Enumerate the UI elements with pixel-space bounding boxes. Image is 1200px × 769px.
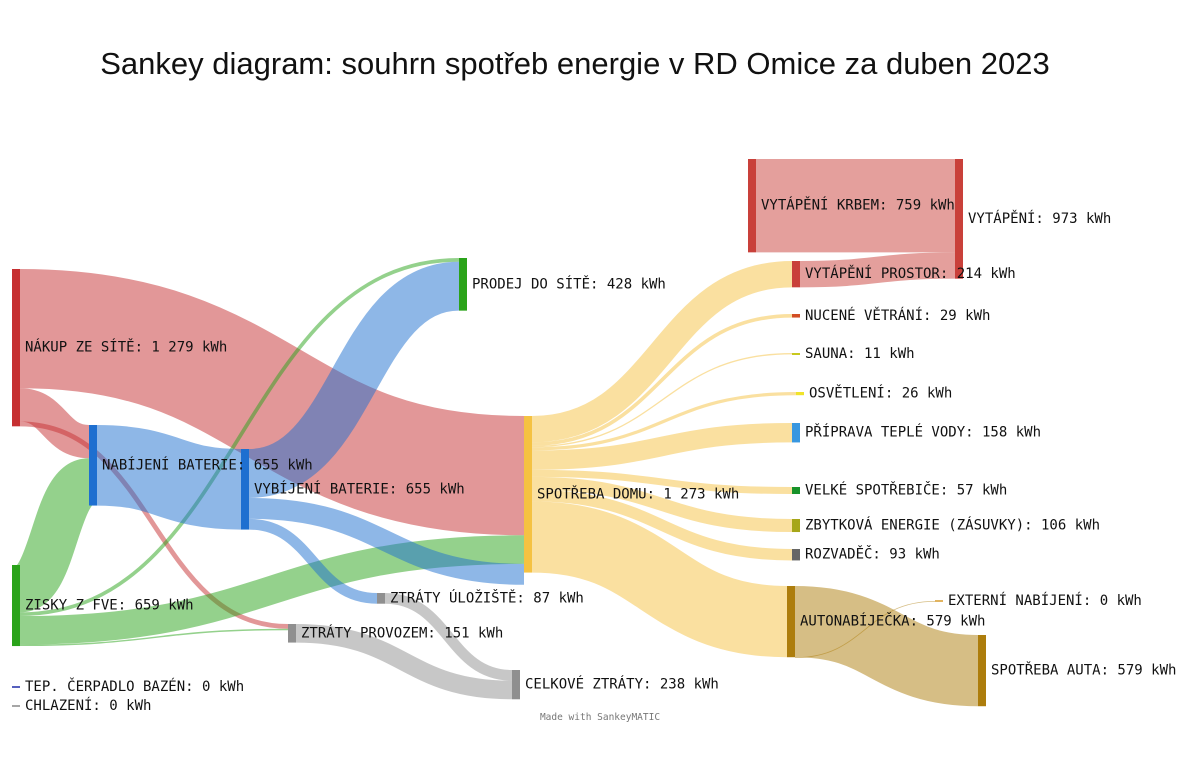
label-chlazeni: CHLAZENÍ: 0 kWh [25, 697, 151, 714]
label-vetrani: NUCENÉ VĚTRÁNÍ: 29 kWh [805, 307, 990, 324]
link-nakup-ztraty_prov [19, 421, 289, 629]
label-prodej: PRODEJ DO SÍTĚ: 428 kWh [472, 275, 666, 292]
link-nakup-spotreba_domu [19, 269, 525, 536]
link-vyt_prostor-vytapeni [799, 252, 956, 288]
link-fve-nabijeni [12, 458, 97, 613]
label-nabijeni: NABÍJENÍ BATERIE: 655 kWh [102, 456, 313, 473]
label-autonabijecka: AUTONABÍJEČKA: 579 kWh [800, 612, 985, 630]
diagram-title: Sankey diagram: souhrn spotřeb energie v… [100, 46, 1050, 81]
node-zasuvky [792, 519, 800, 533]
label-nakup: NÁKUP ZE SÍTĚ: 1 279 kWh [25, 339, 227, 356]
label-rozvadec: ROZVADĚČ: 93 kWh [805, 545, 940, 563]
link-spotreba_domu-spotrebice [531, 469, 793, 495]
node-spotreba_domu [524, 416, 532, 573]
label-vybijeni: VYBÍJENÍ BATERIE: 655 kWh [254, 480, 465, 497]
node-rozvadec [792, 549, 800, 561]
credit-text: Made with SankeyMATIC [540, 712, 660, 723]
link-spotreba_domu-osvetleni [531, 392, 797, 451]
node-autonabijecka [787, 586, 795, 658]
link-autonabijecka-spotreba_auta [794, 586, 979, 707]
node-tepla_voda [792, 423, 800, 443]
link-spotreba_domu-autonabijecka [531, 501, 788, 658]
label-vyt_krbem: VYTÁPĚNÍ KRBEM: 759 kWh [761, 197, 955, 214]
link-ztraty_ulo-celkove_ztraty [384, 593, 513, 681]
label-celkove_ztraty: CELKOVÉ ZTRÁTY: 238 kWh [525, 676, 719, 693]
link-spotreba_domu-vyt_prostor [531, 261, 793, 443]
label-vytapeni: VYTÁPĚNÍ: 973 kWh [968, 210, 1111, 227]
node-spotreba_auta [978, 635, 986, 707]
nodes-layer [12, 159, 986, 707]
label-zasuvky: ZBYTKOVÁ ENERGIE (ZÁSUVKY): 106 kWh [805, 517, 1100, 534]
label-ztraty_ulo: ZTRÁTY ÚLOŽIŠTĚ: 87 kWh [390, 588, 584, 606]
label-ztraty_prov: ZTRÁTY PROVOZEM: 151 kWh [301, 624, 503, 641]
link-spotreba_domu-tepla_voda [531, 423, 793, 470]
node-nabijeni [89, 425, 97, 506]
node-celkove_ztraty [512, 670, 520, 700]
label-sauna: SAUNA: 11 kWh [805, 346, 915, 362]
label-vyt_prostor: VYTÁPĚNÍ PROSTOR: 214 kWh [805, 265, 1016, 282]
link-vybijeni-ztraty_ulo [248, 518, 378, 604]
link-fve-prodej [19, 258, 460, 617]
link-spotreba_domu-rozvadec [531, 489, 793, 561]
links-layer [12, 158, 979, 707]
node-vytapeni [955, 159, 963, 279]
node-prodej [459, 258, 467, 311]
link-fve-ztraty_prov [19, 628, 289, 647]
node-spotrebice [792, 487, 800, 495]
label-spotreba_auta: SPOTŘEBA AUTA: 579 kWh [991, 662, 1176, 679]
node-nakup [12, 269, 20, 427]
node-sauna [792, 353, 800, 355]
node-vyt_krbem [748, 159, 756, 253]
label-osvetleni: OSVĚTLENÍ: 26 kWh [809, 385, 952, 402]
link-spotreba_domu-sauna [531, 353, 793, 448]
label-spotreba_domu: SPOTŘEBA DOMU: 1 273 kWh [537, 485, 739, 502]
label-tepla_voda: PŘÍPRAVA TEPLÉ VODY: 158 kWh [805, 424, 1041, 441]
node-vetrani [792, 314, 800, 318]
link-ztraty_prov-celkove_ztraty [295, 623, 513, 700]
node-fve [12, 565, 20, 647]
link-vybijeni-prodej [247, 261, 461, 498]
label-ext_nabijeni: EXTERNÍ NABÍJENÍ: 0 kWh [948, 592, 1142, 609]
node-osvetleni [796, 392, 804, 396]
node-ztraty_prov [288, 624, 296, 643]
link-autonabijecka-ext_nabijeni [794, 601, 936, 659]
node-vybijeni [241, 449, 249, 530]
labels-layer: NÁKUP ZE SÍTĚ: 1 279 kWh ZISKY Z FVE: 659… [25, 197, 1176, 714]
label-fve: ZISKY Z FVE: 659 kWh [25, 598, 194, 614]
link-nabijeni-vybijeni [96, 425, 242, 530]
link-spotreba_domu-zasuvky [531, 476, 793, 533]
label-spotrebice: VELKÉ SPOTŘEBIČE: 57 kWh [805, 481, 1007, 499]
link-spotreba_domu-vetrani [531, 314, 793, 446]
node-vyt_prostor [792, 261, 800, 288]
link-vybijeni-spotreba_domu [248, 497, 525, 585]
node-ztraty_ulo [377, 593, 385, 604]
label-tc_bazen: TEP. ČERPADLO BAZÉN: 0 kWh [25, 677, 244, 695]
